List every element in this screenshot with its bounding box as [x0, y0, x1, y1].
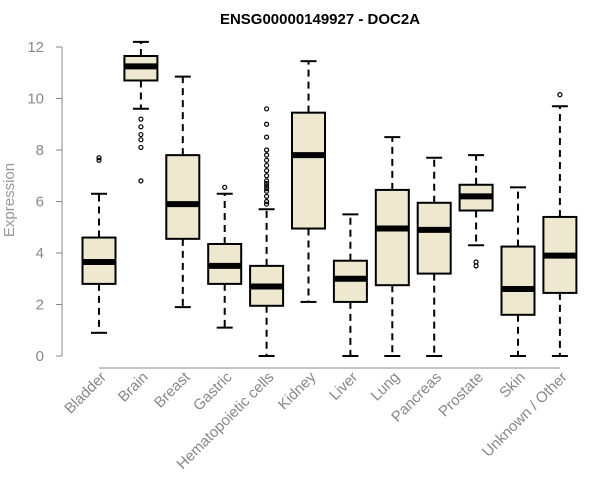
- outlier-point: [264, 162, 270, 169]
- x-tick-label: Liver: [326, 369, 361, 404]
- outlier-point: [264, 201, 270, 207]
- outlier-point: [264, 121, 270, 127]
- outlier-point: [264, 106, 270, 112]
- outlier-point: [264, 180, 270, 187]
- box-unknown-other: [542, 92, 578, 357]
- box-breast: [165, 75, 201, 309]
- y-tick-label: 0: [36, 348, 44, 365]
- outlier-point: [264, 183, 270, 189]
- box-iqr: [291, 111, 326, 230]
- box-iqr: [374, 188, 410, 287]
- outlier-point: [138, 116, 144, 122]
- outlier-point: [264, 168, 270, 174]
- outlier-point: [264, 157, 270, 163]
- outlier-point: [96, 157, 102, 163]
- x-tick-label: Kidney: [275, 368, 320, 413]
- box-iqr: [165, 154, 201, 240]
- x-tick-label: Bladder: [61, 369, 110, 418]
- outlier-point: [264, 178, 270, 184]
- box-lung: [374, 136, 410, 357]
- x-tick-label: Lung: [368, 369, 404, 405]
- y-tick-label: 4: [36, 245, 44, 262]
- x-tick-label: Breast: [151, 368, 194, 411]
- y-tick-label: 10: [27, 91, 44, 108]
- outlier-point: [264, 147, 270, 153]
- box-prostate: [458, 154, 494, 269]
- x-tick-label: Prostate: [435, 369, 487, 421]
- outlier-point: [264, 188, 270, 194]
- outlier-point: [96, 155, 102, 161]
- outlier-point: [264, 193, 270, 199]
- outlier-point: [264, 152, 270, 158]
- y-tick-label: 6: [36, 194, 44, 211]
- y-tick-label: 8: [36, 142, 44, 159]
- outlier-point: [264, 198, 270, 205]
- box-pancreas: [416, 156, 452, 357]
- x-tick-label: Brain: [115, 369, 152, 406]
- outlier-point: [138, 144, 144, 151]
- outlier-point: [138, 137, 144, 143]
- y-tick-label: 2: [36, 297, 44, 314]
- outlier-point: [557, 92, 563, 98]
- box-brain: [123, 40, 159, 184]
- outlier-point: [264, 173, 270, 179]
- outlier-point: [138, 124, 144, 130]
- outlier-point: [138, 178, 144, 184]
- box-liver: [332, 213, 368, 357]
- outlier-point: [264, 186, 270, 192]
- box-kidney: [291, 60, 326, 303]
- box-bladder: [81, 155, 117, 334]
- box-iqr: [416, 201, 452, 275]
- y-axis: 0 2 4 6 8 10 12: [27, 39, 63, 365]
- box-hematopoietic-cells: [249, 106, 285, 357]
- chart-title: ENSG00000149927 - DOC2A: [220, 11, 420, 28]
- box-skin: [500, 186, 536, 357]
- outlier-point: [473, 259, 479, 265]
- outlier-point: [222, 184, 228, 190]
- outlier-point: [138, 131, 144, 138]
- y-axis-label: Expression: [1, 163, 18, 237]
- box-gastric: [207, 184, 243, 329]
- boxes-group: [81, 40, 578, 357]
- x-tick-label: Skin: [496, 369, 529, 402]
- y-tick-label: 12: [27, 39, 44, 56]
- box-iqr: [500, 245, 536, 316]
- outlier-point: [264, 134, 270, 140]
